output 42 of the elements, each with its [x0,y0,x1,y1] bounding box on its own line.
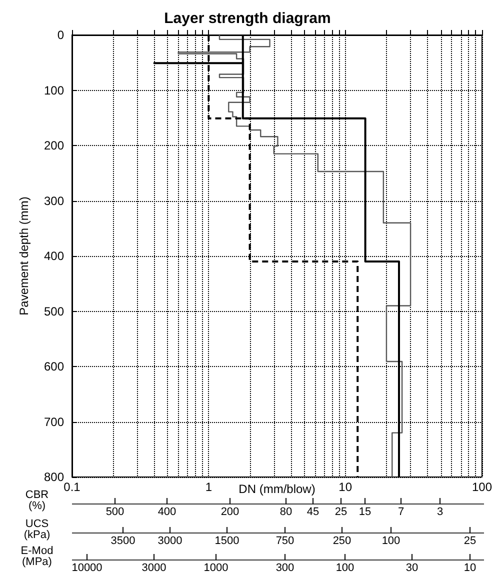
x-tick-label: 10 [338,480,352,494]
text: 100 [334,562,356,574]
text: 750 [274,535,296,547]
x-tick-label: 1 [205,480,212,494]
y-tick-label: 800 [44,470,64,484]
y-tick-label: 200 [44,138,64,152]
text: 300 [274,562,296,574]
text: 10000 [70,562,104,574]
text: 30 [404,562,420,574]
text: 3500 [110,535,136,547]
y-tick-label: 600 [44,360,64,374]
text: 1500 [214,535,240,547]
text: 15 [358,506,372,518]
x-axis-title: DN (mm/blow) [238,482,316,496]
text: 250 [332,535,352,547]
x-tick-label: 100 [472,480,492,494]
text: 25 [334,506,348,518]
text: 45 [306,506,320,518]
text: 80 [278,506,294,518]
text: 500 [104,506,126,518]
text: 200 [220,506,240,518]
text: 7 [396,506,406,518]
y-tick-label: 700 [44,414,64,429]
text: 10 [462,562,478,574]
text: E-Mod (MPa) [20,545,54,568]
text: 400 [156,506,178,518]
text: UCS (kPa) [22,518,52,541]
y-tick-label: 400 [44,249,64,263]
y-tick-label: 0 [57,28,64,42]
text: 3000 [140,562,168,574]
x-tick-label: 0.1 [64,480,81,494]
text: 25 [462,535,478,547]
text: 1000 [202,562,230,574]
text: 3 [436,506,444,518]
text: 100 [380,535,402,547]
text: 3000 [156,535,184,547]
y-axis-title: Pavement depth (mm) [17,196,31,316]
chart-title: Layer strength diagram [164,10,331,27]
y-tick-label: 100 [44,83,64,98]
y-tick-label: 500 [44,304,64,318]
text: CBR (%) [24,489,50,512]
y-tick-label: 300 [44,194,64,208]
